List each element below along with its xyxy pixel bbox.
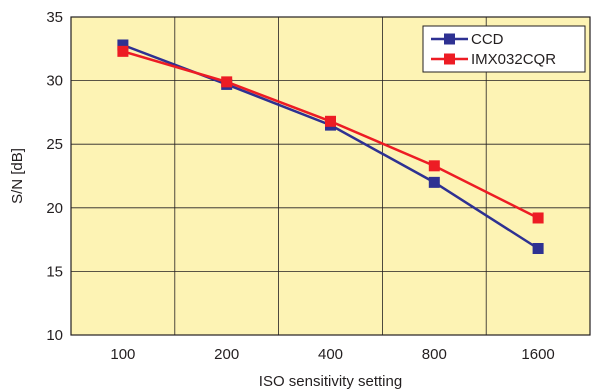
legend: CCD IMX032CQR	[422, 25, 586, 73]
x-axis-label: ISO sensitivity setting	[259, 373, 402, 390]
plot-frame	[70, 16, 591, 336]
x-tick-label: 800	[422, 346, 447, 363]
legend-label: IMX032CQR	[471, 51, 556, 68]
x-tick-label: 200	[214, 346, 239, 363]
data-point	[117, 45, 129, 57]
legend-marker	[444, 53, 455, 65]
y-tick-labels: 10 15 20 25 30 35	[46, 9, 63, 344]
x-tick-label: 400	[318, 346, 343, 363]
y-axis-label: S/N [dB]	[9, 148, 26, 204]
data-point	[325, 115, 336, 127]
legend-item: CCD	[431, 31, 504, 48]
data-point	[532, 212, 544, 224]
series-imx032cqr	[117, 45, 544, 224]
data-point	[428, 160, 440, 172]
legend-item: IMX032CQR	[431, 51, 556, 68]
data-point	[221, 76, 233, 88]
series-group	[117, 39, 544, 255]
x-tick-labels: 100 200 400 800 1600	[110, 346, 554, 363]
y-tick-label: 10	[46, 327, 63, 344]
legend-marker	[444, 33, 455, 45]
data-point	[532, 243, 544, 255]
y-tick-label: 35	[46, 9, 63, 26]
x-tick-label: 100	[110, 346, 135, 363]
data-point	[117, 39, 129, 51]
y-tick-label: 15	[46, 263, 63, 280]
y-tick-label: 25	[46, 136, 63, 153]
data-point	[428, 176, 440, 188]
x-tick-label: 1600	[521, 346, 554, 363]
y-tick-label: 30	[46, 73, 63, 90]
legend-label: CCD	[471, 31, 504, 48]
y-tick-label: 20	[46, 200, 63, 217]
